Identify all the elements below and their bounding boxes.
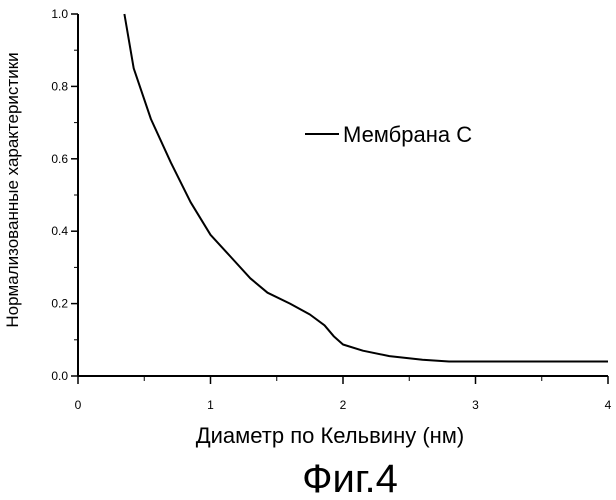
y-axis-title: Нормализованные характеристики bbox=[3, 52, 22, 327]
x-tick-label: 1 bbox=[207, 398, 214, 412]
legend: Мембрана С bbox=[305, 122, 472, 147]
legend-label: Мембрана С bbox=[343, 122, 472, 147]
series-line bbox=[124, 14, 608, 362]
y-tick-label: 0.0 bbox=[51, 369, 68, 383]
y-tick-label: 0.6 bbox=[51, 152, 68, 166]
tick-marks: 0.0 0.2 0.4 0.6 0.8 1.0 0 1 2 3 4 bbox=[51, 7, 611, 412]
plot-axes bbox=[78, 14, 608, 376]
x-tick-label: 4 bbox=[605, 398, 612, 412]
x-tick-label: 0 bbox=[75, 398, 82, 412]
y-tick-label: 1.0 bbox=[51, 7, 68, 21]
x-tick-label: 2 bbox=[340, 398, 347, 412]
y-tick-label: 0.2 bbox=[51, 297, 68, 311]
figure-caption: Фиг.4 bbox=[302, 457, 398, 500]
x-tick-label: 3 bbox=[472, 398, 479, 412]
series-layer bbox=[124, 14, 608, 362]
y-tick-label: 0.4 bbox=[51, 224, 68, 238]
x-axis-title: Диаметр по Кельвину (нм) bbox=[196, 423, 465, 448]
y-tick-label: 0.8 bbox=[51, 79, 68, 93]
